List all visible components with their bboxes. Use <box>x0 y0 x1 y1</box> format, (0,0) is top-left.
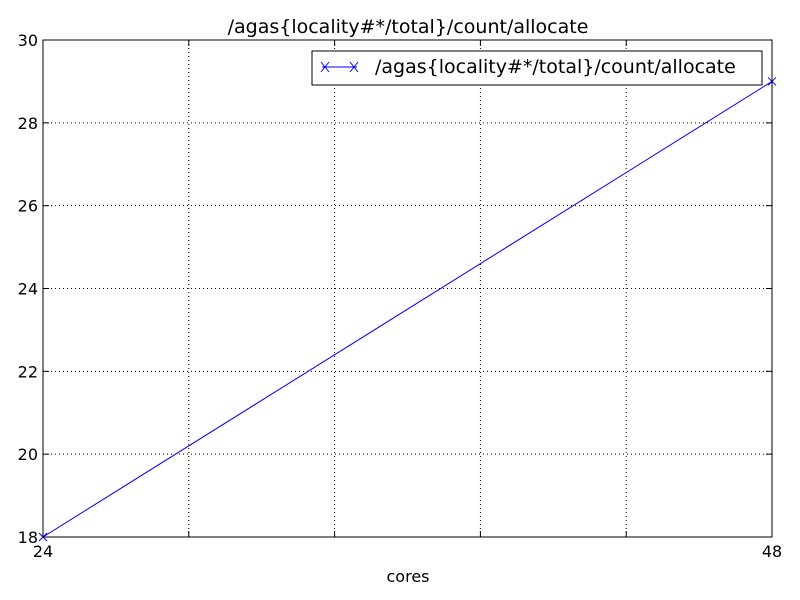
grid-lines <box>43 40 772 537</box>
y-tick-label: 24 <box>18 280 38 299</box>
y-tick-label: 22 <box>18 362 38 381</box>
legend-box <box>311 50 763 86</box>
y-tick-label: 18 <box>18 528 38 547</box>
legend: /agas{locality#*/total}/count/allocate <box>311 50 763 86</box>
y-tick-label: 20 <box>18 445 38 464</box>
legend-series-marker <box>320 61 330 73</box>
y-tick-label: 30 <box>18 31 38 50</box>
x-tick-label: 48 <box>762 542 782 561</box>
legend-series-label: /agas{locality#*/total}/count/allocate <box>375 56 736 78</box>
tick-labels: 18 20 22 24 26 28 30 24 48 <box>18 31 783 561</box>
legend-series-marker <box>349 61 359 73</box>
y-tick-label: 28 <box>18 114 38 133</box>
x-tick-label: 24 <box>33 542 53 561</box>
plot-frame <box>42 39 773 538</box>
y-tick-label: 26 <box>18 197 38 216</box>
series-line <box>42 80 773 538</box>
chart-title: /agas{locality#*/total}/count/allocate <box>228 16 589 38</box>
x-axis-label: cores <box>387 567 430 586</box>
